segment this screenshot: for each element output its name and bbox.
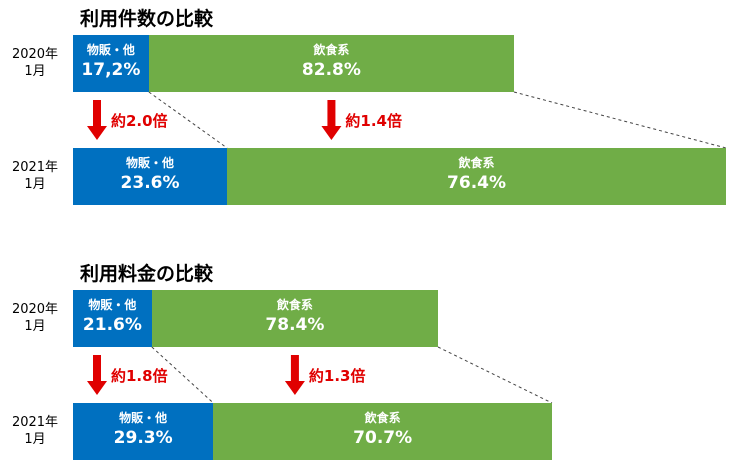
annotation: 約1.8倍 [111, 367, 168, 385]
value-label: 70.7% [353, 428, 413, 448]
category-label: 2020年 1月 [11, 47, 59, 79]
category-label: 2020年 1月 [11, 302, 59, 334]
segment-name: 飲食系 [313, 43, 350, 57]
chart-title: 利用料金の比較 [80, 263, 214, 285]
value-label: 17,2% [81, 60, 141, 80]
category-label: 2021年 1月 [11, 160, 59, 192]
value-label: 23.6% [120, 173, 180, 193]
segment-name: 物販・他 [119, 411, 168, 425]
category-label: 2021年 1月 [11, 415, 59, 447]
bar-segment: 物販・他 17,2% [73, 35, 149, 92]
arrow [87, 355, 107, 395]
value-label: 82.8% [301, 60, 361, 80]
bar-segment: 飲食系 76.4% [227, 148, 726, 205]
bar-segment: 飲食系 70.7% [213, 403, 552, 460]
bar-segment: 飲食系 82.8% [148, 35, 514, 92]
segment-name: 飲食系 [364, 411, 401, 425]
arrow [284, 355, 305, 395]
annotation: 約2.0倍 [111, 112, 168, 130]
value-label: 78.4% [265, 315, 325, 335]
segment-name: 飲食系 [458, 156, 495, 170]
arrow [87, 100, 107, 140]
connector [513, 91, 727, 149]
segment-name: 物販・他 [126, 156, 175, 170]
connector [148, 91, 228, 149]
bar-segment: 物販・他 29.3% [73, 403, 214, 460]
value-label: 29.3% [113, 428, 173, 448]
bar-segment: 物販・他 23.6% [73, 148, 228, 205]
annotation: 約1.4倍 [345, 112, 402, 130]
annotation: 約1.3倍 [308, 367, 366, 385]
connector [151, 346, 214, 404]
chart-title: 利用件数の比較 [80, 8, 214, 30]
connector [437, 346, 553, 404]
value-label: 76.4% [447, 173, 507, 193]
bar-segment: 飲食系 78.4% [151, 290, 438, 347]
arrow [321, 100, 342, 140]
segment-name: 飲食系 [276, 298, 313, 312]
bar-segment: 物販・他 21.6% [73, 290, 152, 347]
segment-name: 物販・他 [88, 298, 137, 312]
segment-name: 物販・他 [86, 43, 135, 57]
value-label: 21.6% [82, 315, 142, 335]
